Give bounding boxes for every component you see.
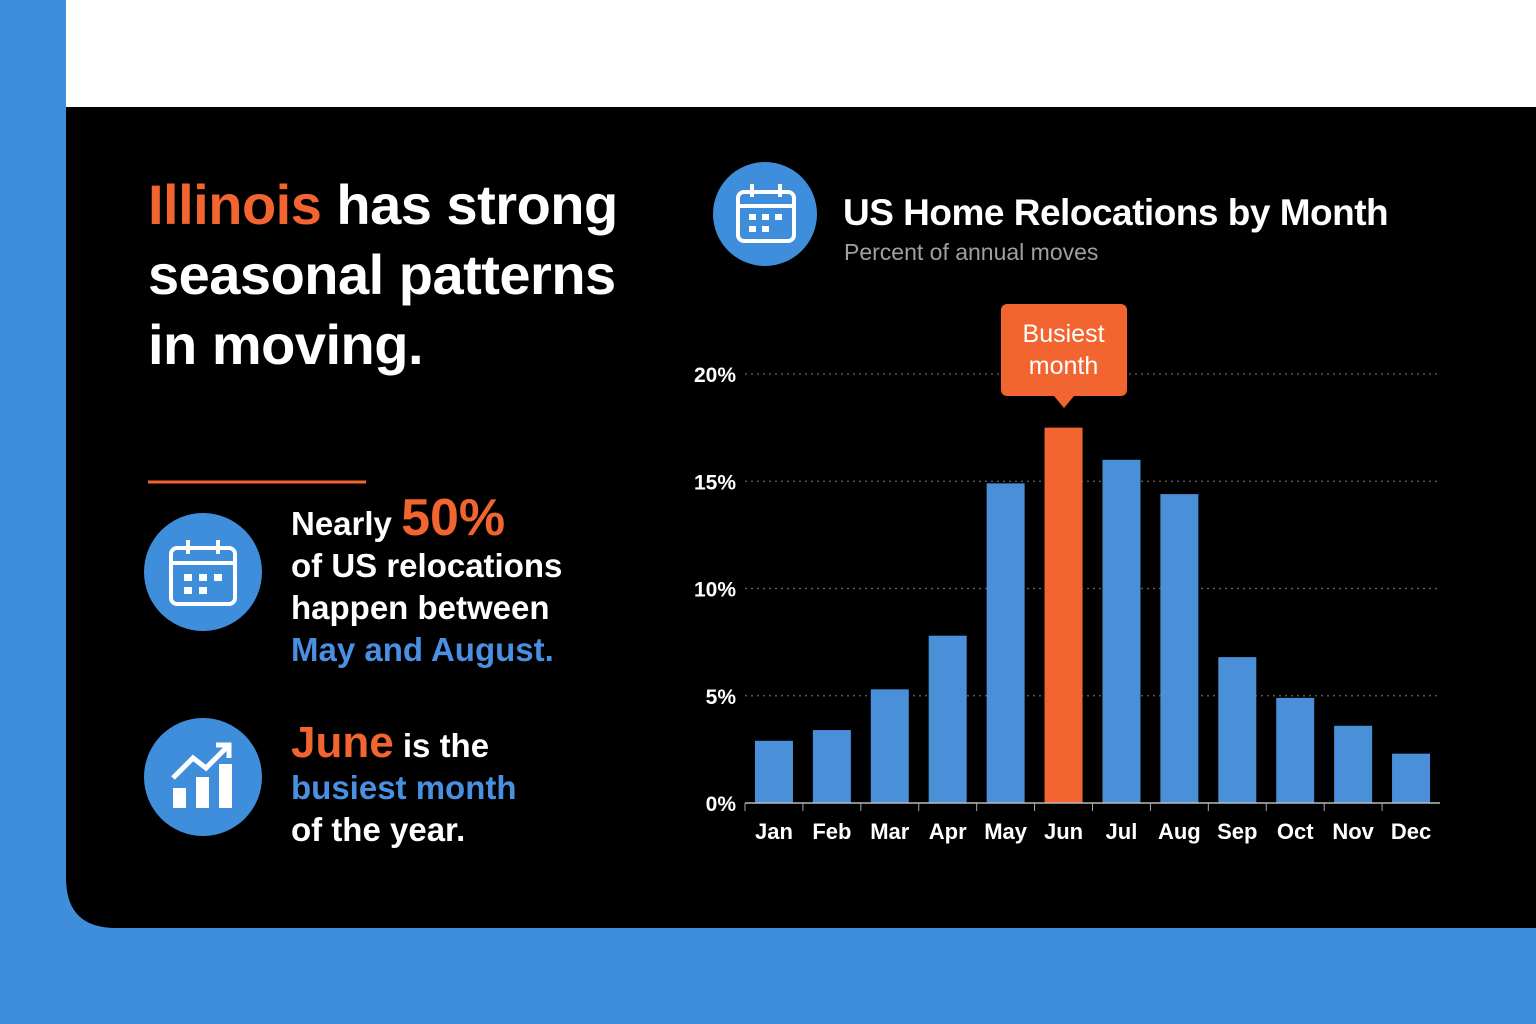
top-strip <box>66 0 1536 107</box>
stat-text: of US relocations happen between <box>291 547 563 626</box>
chart-title: US Home Relocations by Month <box>843 192 1388 233</box>
x-tick-label: Jun <box>1044 819 1083 844</box>
stat-tail: of the year. <box>291 811 466 848</box>
y-tick-label: 15% <box>694 471 736 494</box>
x-tick-label: Feb <box>812 819 851 844</box>
bar <box>754 740 793 803</box>
bar <box>1392 753 1431 803</box>
x-tick-label: Mar <box>870 819 910 844</box>
bar <box>986 483 1025 803</box>
stat-lead: June <box>291 718 394 767</box>
growth-icon <box>144 718 262 836</box>
headline: Illinois has strong seasonal patterns in… <box>148 170 618 380</box>
x-tick-label: Sep <box>1217 819 1257 844</box>
bar <box>1102 459 1141 803</box>
chart-subtitle: Percent of annual moves <box>844 239 1098 265</box>
y-tick-label: 20% <box>694 364 736 387</box>
headline-text: has strong seasonal patterns in moving. <box>148 173 618 376</box>
x-tick-label: Aug <box>1158 819 1201 844</box>
bar <box>1276 697 1315 803</box>
headline-highlight: Illinois <box>148 173 322 236</box>
bar <box>1334 725 1373 803</box>
stat-text: is the <box>402 727 490 764</box>
bar <box>1160 494 1199 803</box>
x-tick-label: May <box>984 819 1028 844</box>
chart-icon <box>713 162 817 266</box>
x-tick-label: Jan <box>755 819 793 844</box>
stat-lead: Nearly <box>291 505 392 542</box>
x-tick-label: Nov <box>1332 819 1374 844</box>
bar <box>928 635 967 803</box>
stat: June is the busiest month of the year. <box>291 721 581 851</box>
x-tick-label: Dec <box>1391 819 1431 844</box>
x-tick-label: Jul <box>1106 819 1138 844</box>
y-tick-label: 0% <box>706 793 737 816</box>
x-tick-label: Oct <box>1277 819 1314 844</box>
y-tick-label: 10% <box>694 579 736 602</box>
bar <box>812 730 851 803</box>
plot: 0% 5% 10% 15% 20% Jan Feb Mar Apr May Jun Jul Aug Sep… <box>694 364 1440 844</box>
stat-figure: 50% <box>401 489 506 547</box>
x-tick-label: Apr <box>929 819 967 844</box>
annotation: Busiest month <box>1000 303 1127 408</box>
bar <box>870 689 909 803</box>
bar <box>1218 657 1257 803</box>
stat-highlight: busiest month <box>291 769 517 806</box>
stat-highlight: May and August. <box>291 631 554 668</box>
stat: Nearly 50% of US relocations happen betw… <box>291 492 581 671</box>
calendar-icon <box>144 513 262 631</box>
bar <box>1044 427 1083 803</box>
y-tick-label: 5% <box>706 686 737 709</box>
